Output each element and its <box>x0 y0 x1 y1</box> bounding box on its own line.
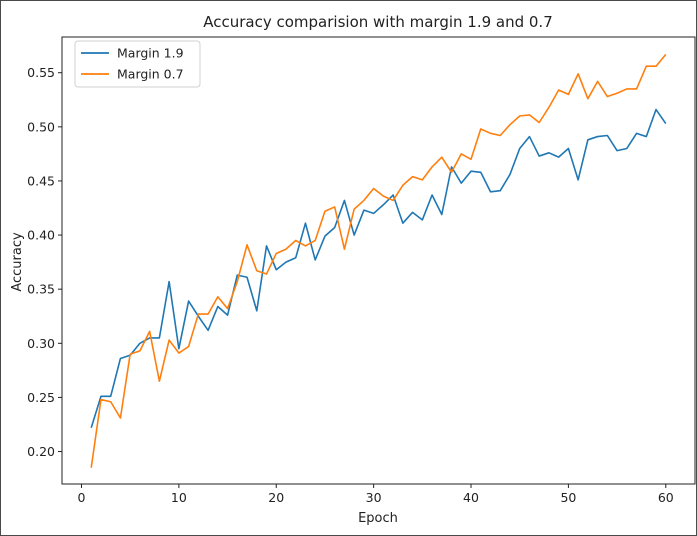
series-line-1 <box>90 108 667 428</box>
plot-border <box>61 36 696 485</box>
legend-label-2: Margin 0.7 <box>117 67 184 82</box>
x-tick-label: 60 <box>658 490 674 505</box>
axis-ticks: 0 10 20 30 40 50 60 0.20 0.25 0.30 0.35 0.40 0.45 0.5… <box>27 65 674 505</box>
x-tick-label: 30 <box>366 490 382 505</box>
plot-area <box>90 53 667 468</box>
legend: Margin 1.9 Margin 0.7 <box>74 40 201 88</box>
x-tick-label: 0 <box>78 490 86 505</box>
y-axis-label: Accuracy <box>10 232 25 292</box>
x-tick-label: 40 <box>463 490 479 505</box>
y-tick-label: 0.45 <box>27 173 55 188</box>
y-tick-label: 0.35 <box>27 282 55 297</box>
series-line-2 <box>90 53 667 468</box>
legend-label-1: Margin 1.9 <box>117 46 184 61</box>
y-tick-label: 0.30 <box>27 336 55 351</box>
x-tick-label: 50 <box>560 490 576 505</box>
x-axis-label: Epoch <box>358 511 398 526</box>
x-tick-label: 10 <box>171 490 187 505</box>
x-tick-label: 20 <box>268 490 284 505</box>
y-tick-label: 0.50 <box>27 119 55 134</box>
y-tick-label: 0.40 <box>27 228 55 243</box>
y-tick-label: 0.55 <box>27 65 55 80</box>
chart-title: Accuracy comparision with margin 1.9 and… <box>203 13 553 31</box>
y-tick-label: 0.25 <box>27 390 55 405</box>
y-tick-label: 0.20 <box>27 444 55 459</box>
